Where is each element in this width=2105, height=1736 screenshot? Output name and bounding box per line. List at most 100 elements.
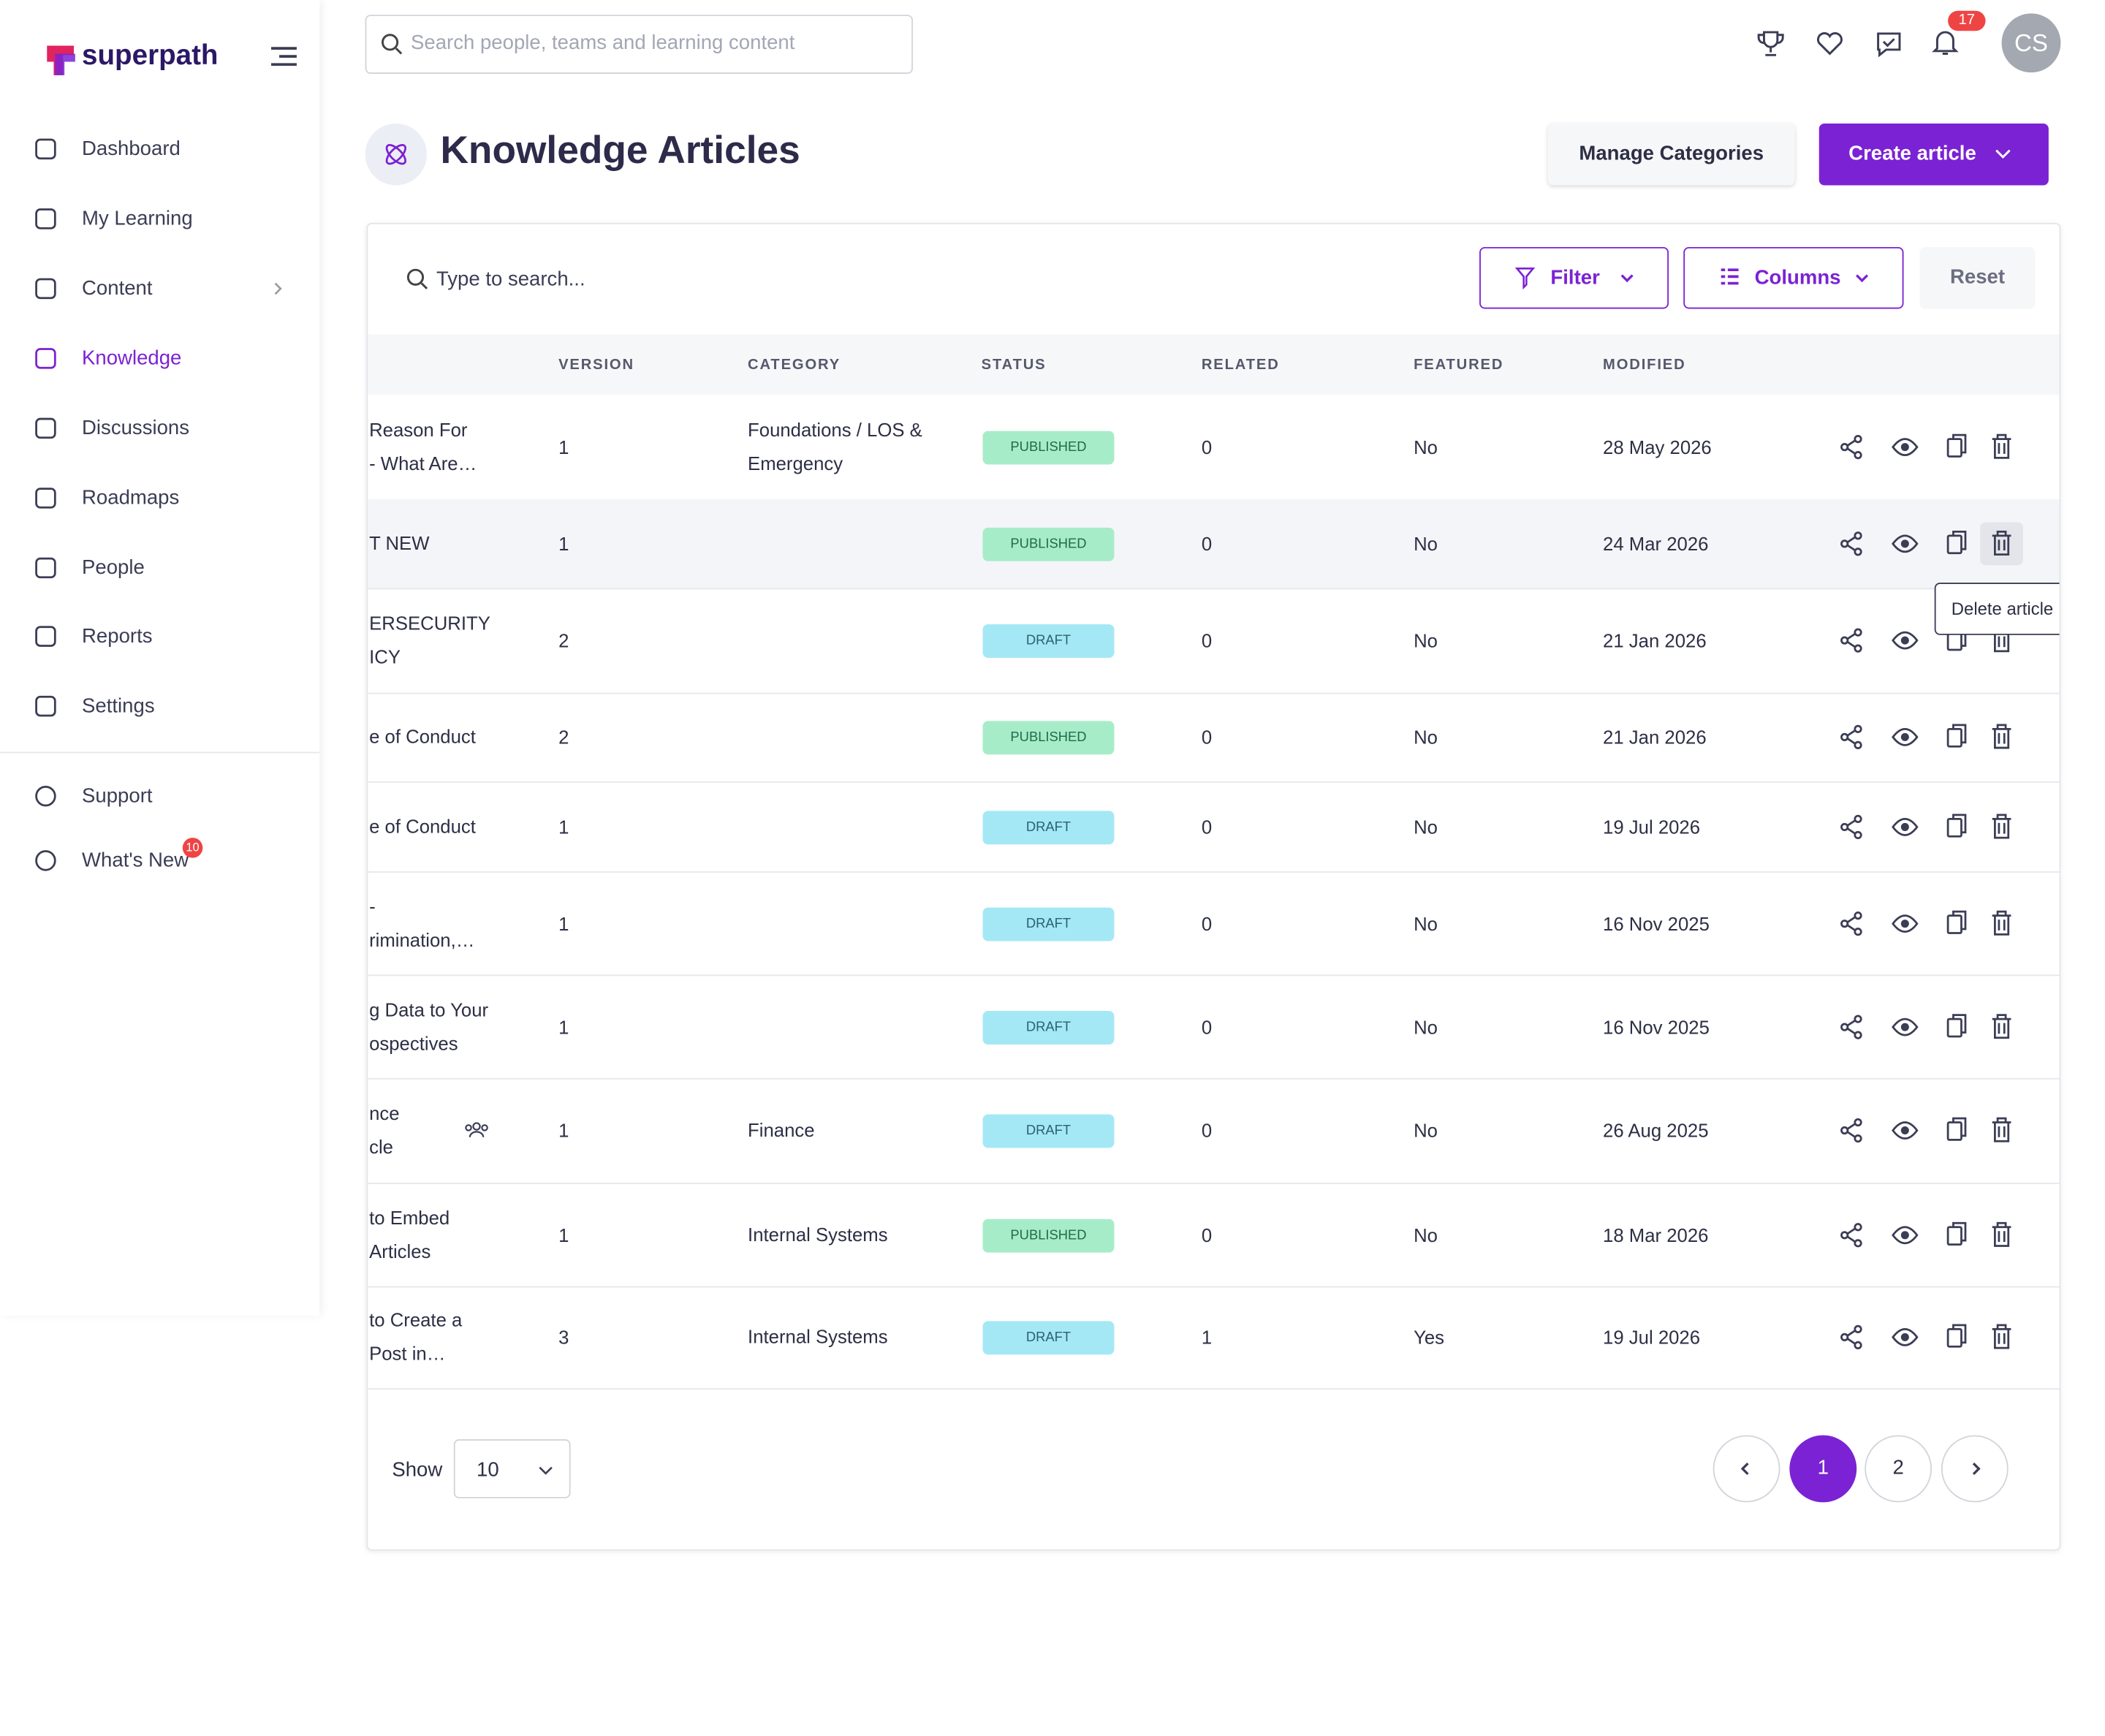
nav-item[interactable]: Content bbox=[82, 277, 153, 300]
chevron bbox=[1740, 1462, 1749, 1475]
title-line: nce bbox=[369, 1102, 400, 1124]
delete-button[interactable] bbox=[1991, 530, 2012, 556]
title-line: g Data to Your bbox=[369, 998, 489, 1020]
share-button[interactable] bbox=[1839, 724, 1863, 749]
view-button[interactable] bbox=[1892, 438, 1919, 457]
category-cell: Internal Systems bbox=[748, 1223, 888, 1245]
share-button[interactable] bbox=[1839, 1118, 1863, 1143]
global-search[interactable] bbox=[365, 15, 913, 75]
logo-text: superpath bbox=[82, 40, 219, 72]
version-cell: 1 bbox=[558, 1015, 569, 1037]
nav-item[interactable]: Knowledge bbox=[82, 346, 182, 371]
table-row[interactable] bbox=[368, 499, 2060, 590]
nav-item[interactable]: What's New bbox=[82, 849, 189, 872]
version-cell: 1 bbox=[558, 815, 569, 838]
share-button[interactable] bbox=[1839, 628, 1863, 653]
table-row[interactable] bbox=[368, 781, 2060, 873]
delete-button[interactable] bbox=[1991, 1117, 2012, 1142]
status-badge: PUBLISHED bbox=[982, 431, 1115, 465]
delete-button[interactable] bbox=[1991, 724, 2012, 749]
column-header: CATEGORY bbox=[748, 357, 841, 374]
status-badge: DRAFT bbox=[982, 1321, 1115, 1355]
duplicate-button[interactable] bbox=[1946, 724, 1968, 749]
share-button[interactable] bbox=[1839, 435, 1863, 460]
filter-button[interactable]: Filter bbox=[1479, 246, 1669, 309]
related-cell: 0 bbox=[1201, 815, 1213, 838]
page-size-select[interactable]: 10 bbox=[453, 1439, 571, 1498]
nav-icon bbox=[35, 850, 56, 871]
delete-button[interactable] bbox=[1991, 813, 2012, 838]
view-button[interactable] bbox=[1892, 1225, 1919, 1244]
table-row[interactable] bbox=[368, 974, 2060, 1080]
view-button[interactable] bbox=[1892, 1328, 1919, 1347]
next-page[interactable] bbox=[1941, 1435, 2009, 1503]
avatar[interactable]: CS bbox=[2001, 13, 2061, 73]
duplicate-button[interactable] bbox=[1946, 530, 1968, 556]
heart-icon[interactable] bbox=[1816, 31, 1843, 56]
reset-button[interactable]: Reset bbox=[1919, 246, 2036, 309]
share-button[interactable] bbox=[1839, 1324, 1863, 1350]
title-line: to Embed bbox=[369, 1206, 450, 1228]
nav-item[interactable]: Dashboard bbox=[82, 137, 181, 161]
related-cell: 0 bbox=[1201, 726, 1213, 748]
bell-icon[interactable] bbox=[1932, 29, 1959, 56]
nav-icon bbox=[35, 278, 56, 300]
prev-page[interactable] bbox=[1713, 1435, 1780, 1503]
delete-button[interactable] bbox=[1991, 433, 2012, 459]
menu-toggle[interactable] bbox=[271, 47, 298, 67]
manage-categories-button[interactable]: Manage Categories bbox=[1547, 123, 1795, 186]
whats-new-badge: 10 bbox=[182, 838, 203, 858]
table-row[interactable] bbox=[368, 1183, 2060, 1288]
delete-button[interactable] bbox=[1991, 1221, 2012, 1247]
trophy-icon[interactable] bbox=[1757, 29, 1784, 56]
duplicate-button[interactable] bbox=[1946, 1117, 1968, 1142]
view-button[interactable] bbox=[1892, 1121, 1919, 1140]
page-button[interactable]: 2 bbox=[1865, 1435, 1933, 1503]
modified-cell: 16 Nov 2025 bbox=[1603, 912, 1710, 934]
table-row[interactable] bbox=[368, 1286, 2060, 1390]
view-button[interactable] bbox=[1892, 631, 1919, 650]
nav-item[interactable]: Roadmaps bbox=[82, 486, 180, 510]
share-button[interactable] bbox=[1839, 1014, 1863, 1039]
nav-item[interactable]: Support bbox=[82, 784, 153, 808]
page-icon-glyph bbox=[385, 144, 407, 165]
view-button[interactable] bbox=[1892, 534, 1919, 553]
sidebar-divider bbox=[0, 751, 320, 754]
version-cell: 1 bbox=[558, 1224, 569, 1246]
nav-item[interactable]: Discussions bbox=[82, 417, 190, 440]
table-row[interactable] bbox=[368, 395, 2060, 501]
delete-button[interactable] bbox=[1991, 1324, 2012, 1349]
delete-button[interactable] bbox=[1991, 909, 2012, 935]
share-button[interactable] bbox=[1839, 814, 1863, 839]
view-button[interactable] bbox=[1892, 1017, 1919, 1036]
share-button[interactable] bbox=[1839, 911, 1863, 936]
page-title: Knowledge Articles bbox=[440, 129, 800, 173]
chevron bbox=[1995, 149, 2011, 159]
duplicate-button[interactable] bbox=[1946, 433, 1968, 459]
view-button[interactable] bbox=[1892, 817, 1919, 836]
duplicate-button[interactable] bbox=[1946, 813, 1968, 838]
columns-button[interactable]: Columns bbox=[1683, 246, 1904, 309]
duplicate-button[interactable] bbox=[1946, 1324, 1968, 1349]
duplicate-button[interactable] bbox=[1946, 1013, 1968, 1039]
duplicate-button[interactable] bbox=[1946, 1221, 1968, 1247]
nav-item[interactable]: People bbox=[82, 556, 145, 580]
table-search-placeholder[interactable]: Type to search... bbox=[436, 268, 585, 291]
version-cell: 1 bbox=[558, 912, 569, 934]
table-row[interactable] bbox=[368, 588, 2060, 694]
nav-item[interactable]: Settings bbox=[82, 694, 155, 718]
delete-button[interactable] bbox=[1991, 1013, 2012, 1039]
chat-icon[interactable] bbox=[1875, 31, 1903, 58]
duplicate-button[interactable] bbox=[1946, 909, 1968, 935]
view-button[interactable] bbox=[1892, 914, 1919, 933]
share-button[interactable] bbox=[1839, 531, 1863, 556]
table-row[interactable] bbox=[368, 693, 2060, 783]
create-article-button[interactable]: Create article bbox=[1818, 123, 2049, 186]
share-button[interactable] bbox=[1839, 1222, 1863, 1247]
nav-item[interactable]: My Learning bbox=[82, 207, 193, 231]
table-row[interactable] bbox=[368, 871, 2060, 977]
view-button[interactable] bbox=[1892, 727, 1919, 747]
table-row[interactable] bbox=[368, 1078, 2060, 1185]
nav-item[interactable]: Reports bbox=[82, 625, 153, 648]
page-button[interactable]: 1 bbox=[1789, 1435, 1857, 1503]
